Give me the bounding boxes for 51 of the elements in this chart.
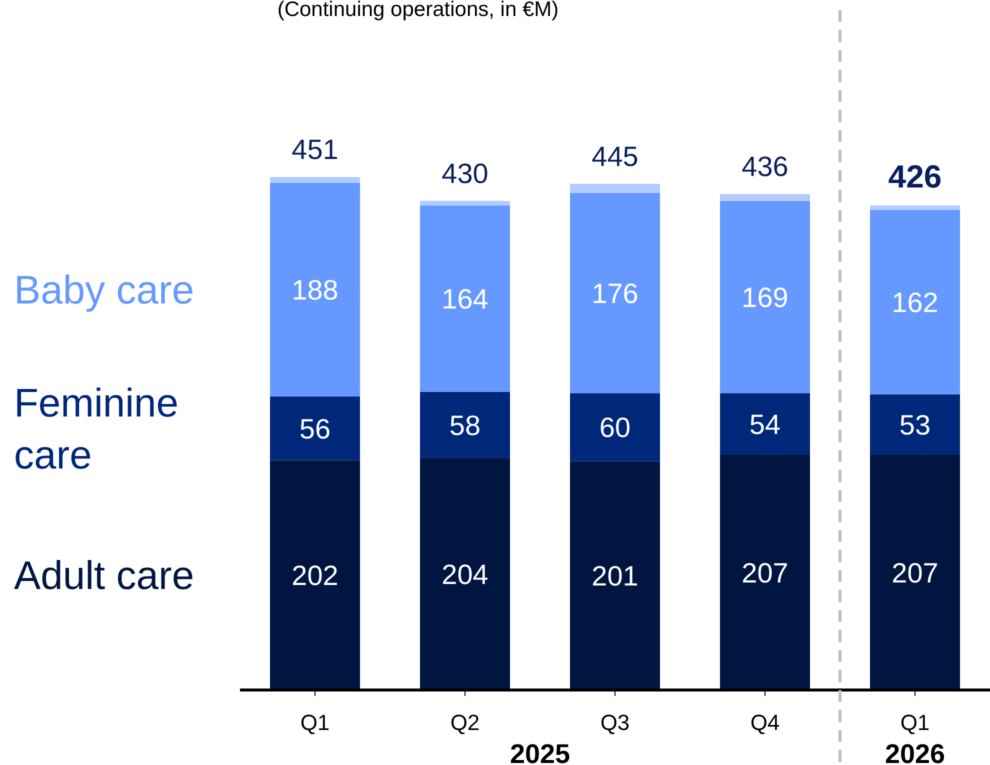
- bar: [420, 205, 510, 392]
- x-tick-label: Q2: [450, 710, 480, 735]
- bar: [570, 461, 660, 690]
- data-label: 201: [592, 560, 638, 592]
- text: 2025: [510, 739, 570, 765]
- data-label: 207: [892, 557, 938, 588]
- bar: [270, 396, 360, 460]
- data-label: 169: [742, 282, 788, 313]
- bar: [870, 454, 960, 690]
- bar: [720, 194, 810, 201]
- bar: [570, 192, 660, 394]
- total-label: 451: [292, 134, 338, 165]
- bar: [570, 184, 660, 193]
- chart-title: (Continuing operations, in €M): [277, 0, 559, 21]
- total-label: 436: [742, 151, 788, 182]
- x-tick-label: Q4: [750, 710, 780, 735]
- bar: [870, 205, 960, 210]
- data-label: 164: [442, 284, 488, 315]
- x-tick-label: Q1: [900, 710, 930, 735]
- total-label: 445: [592, 140, 638, 172]
- series-label: Baby care: [14, 268, 194, 313]
- bar: [870, 394, 960, 455]
- bar: [270, 182, 360, 397]
- total-label: 430: [442, 158, 488, 189]
- bar: [420, 200, 510, 206]
- bar: [270, 176, 360, 183]
- data-label: 56: [299, 413, 331, 444]
- data-label: 188: [292, 274, 338, 306]
- bar: [870, 210, 960, 394]
- x-tick-label: Q3: [600, 710, 630, 735]
- bar: [720, 200, 810, 394]
- data-label: 204: [442, 558, 488, 590]
- bar: [420, 392, 510, 458]
- data-label: 54: [749, 408, 781, 440]
- text: Feminine care: [14, 381, 179, 478]
- bar: [420, 458, 510, 690]
- bar: [720, 454, 810, 690]
- data-label: 202: [292, 560, 338, 592]
- x-tick-label: Q1: [300, 710, 330, 735]
- data-label: 60: [599, 412, 631, 444]
- bar: [570, 393, 660, 462]
- text: 2026: [884, 739, 946, 765]
- series-label: Adult care: [14, 554, 194, 598]
- data-label: 207: [742, 557, 788, 588]
- data-label: 176: [592, 278, 638, 310]
- data-label: 58: [449, 410, 481, 441]
- data-label: 53: [899, 409, 931, 440]
- data-label: 162: [892, 287, 938, 318]
- total-label: 426: [888, 158, 942, 194]
- bar: [270, 460, 360, 690]
- bar: [720, 393, 810, 455]
